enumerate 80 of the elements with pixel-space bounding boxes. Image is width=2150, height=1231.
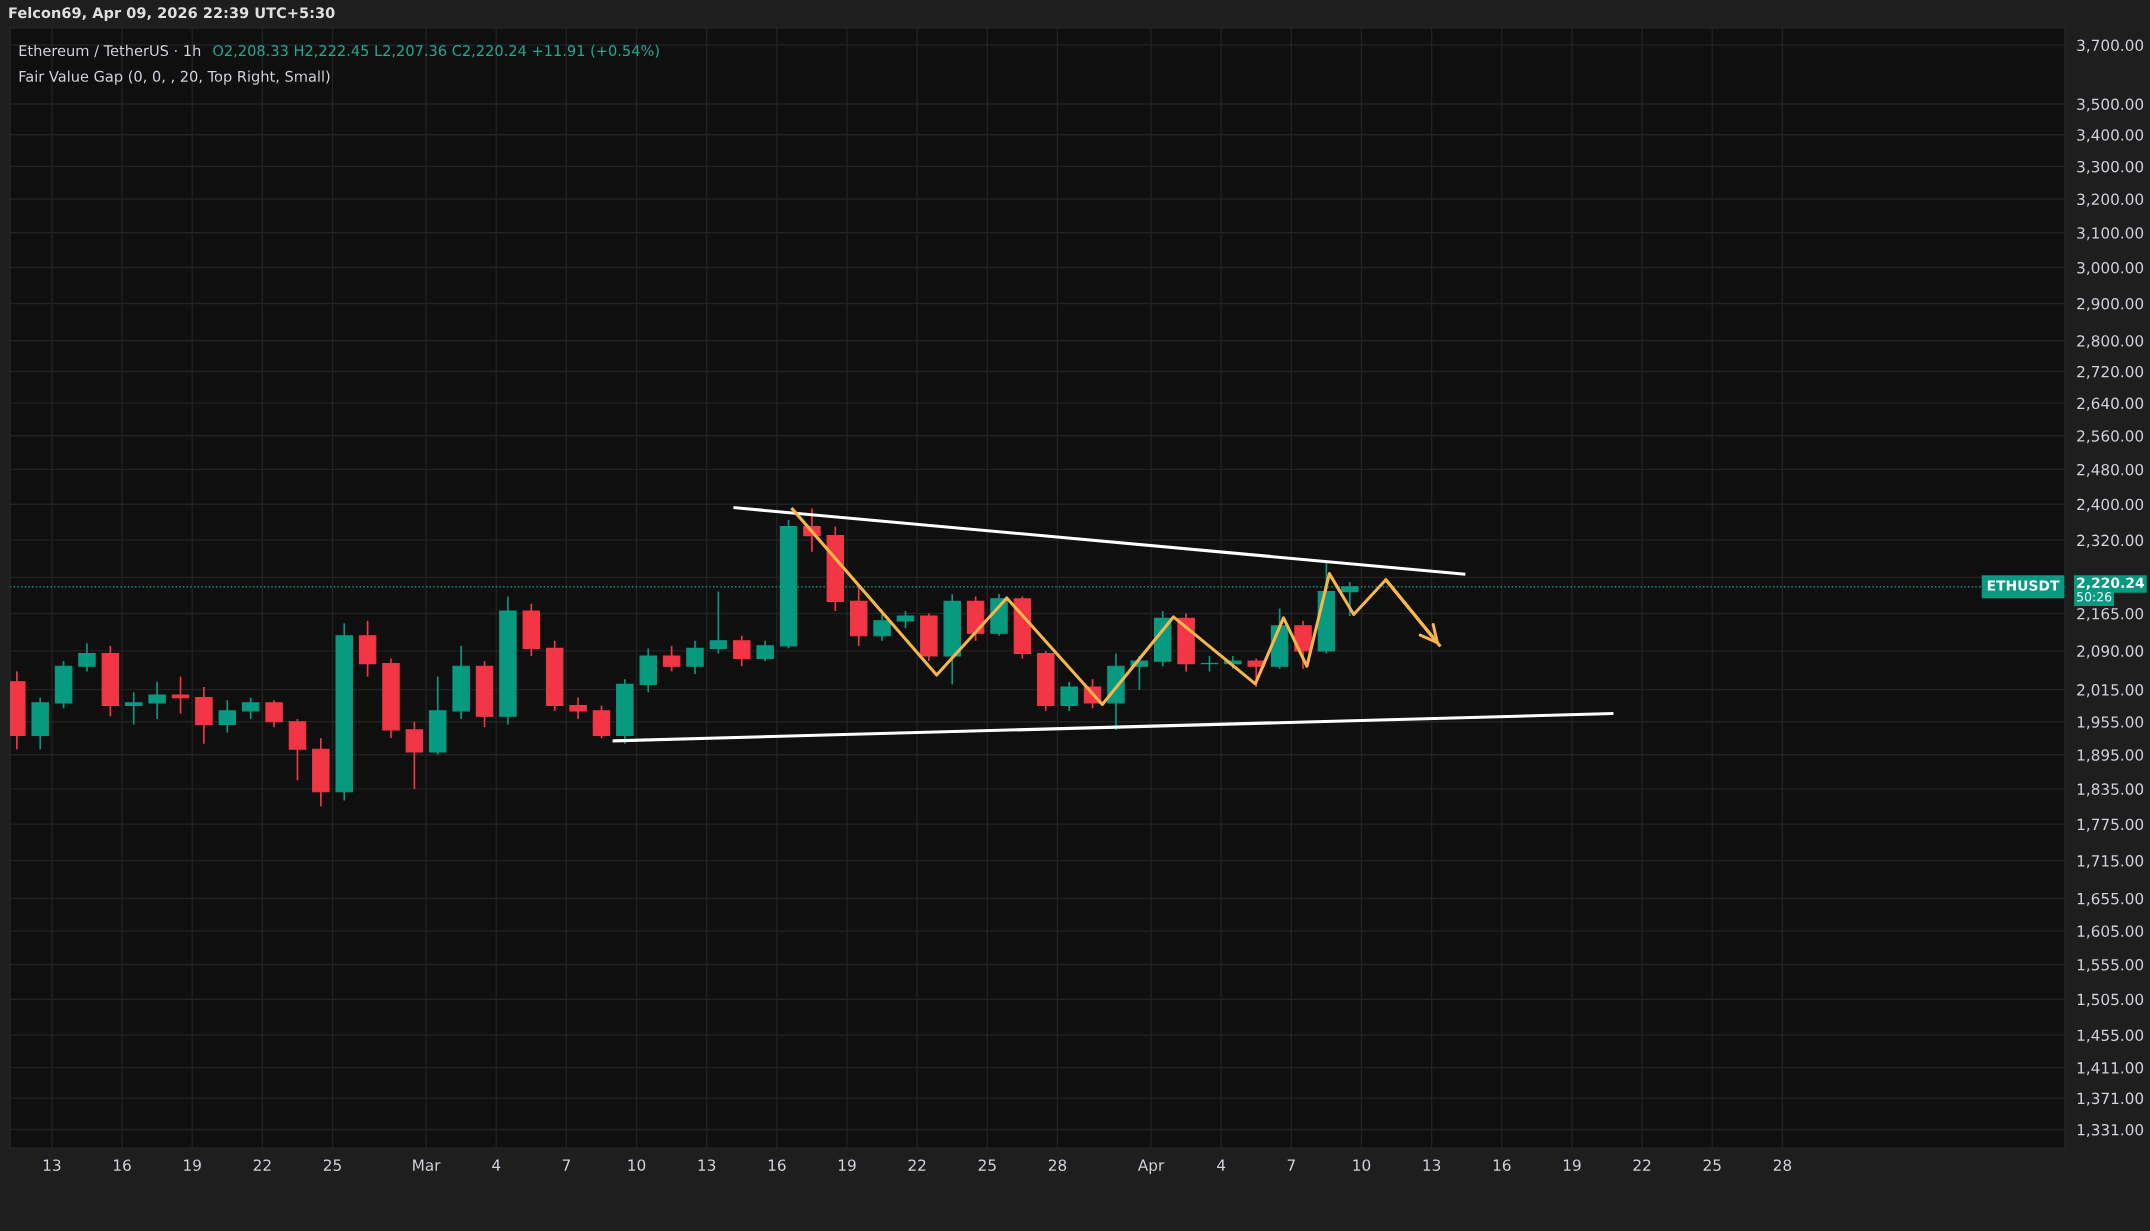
ref-line-label: ETHUSDT xyxy=(1987,580,2060,591)
y-tick-label: 3,500.00 xyxy=(2077,98,2144,112)
annotation: Fair Value Gap (0, 0, , 20, Top Right, Small) xyxy=(19,70,330,85)
y-tick-label: 1,895.00 xyxy=(2077,749,2144,763)
y-tick-label: 2,090.00 xyxy=(2077,645,2144,659)
y-tick-label: 2,015.00 xyxy=(2077,684,2144,698)
y-tick-label: 3,700.00 xyxy=(2077,39,2144,53)
y-tick-label: 2,900.00 xyxy=(2077,297,2144,312)
text: Ethereum / TetherUS · 1h xyxy=(19,44,201,58)
text: 2,220.24 xyxy=(2077,577,2145,590)
candlestick xyxy=(756,639,774,662)
text: 50:26 xyxy=(2077,592,2112,602)
x-tick-label: Mar xyxy=(413,1159,441,1171)
x-tick-label: 28 xyxy=(1048,1159,1067,1171)
x-tick-label: 13 xyxy=(43,1159,61,1171)
y-tick-label: 1,775.00 xyxy=(2077,818,2144,832)
candlestick xyxy=(686,639,704,675)
x-tick-label: 4 xyxy=(1217,1159,1226,1171)
candlestick xyxy=(1060,680,1078,712)
candlestick xyxy=(733,634,751,668)
x-tick-label: 19 xyxy=(838,1159,856,1171)
y-tick-label: 1,835.00 xyxy=(2077,783,2144,797)
x-tick-label: 25 xyxy=(1703,1159,1721,1171)
x-tick-label: 25 xyxy=(323,1159,341,1171)
x-tick-label: 22 xyxy=(1633,1159,1651,1171)
y-tick-label: 1,955.00 xyxy=(2077,716,2144,730)
y-tick-label: 2,165.00 xyxy=(2077,607,2144,622)
y-tick-label: 2,560.00 xyxy=(2077,430,2144,444)
x-tick-label: 16 xyxy=(1493,1159,1511,1171)
candlestick xyxy=(265,699,283,728)
y-tick-label: 2,320.00 xyxy=(2077,534,2144,548)
x-tick-label: 4 xyxy=(492,1159,501,1171)
x-tick-label: 10 xyxy=(628,1159,646,1171)
candlestick xyxy=(709,590,728,655)
y-tick-label: 1,655.00 xyxy=(2077,892,2144,906)
x-tick-label: 25 xyxy=(978,1159,996,1171)
candlestick xyxy=(873,612,891,642)
y-tick-label: 1,555.00 xyxy=(2077,958,2144,973)
candlestick xyxy=(569,696,587,720)
x-tick-label: 19 xyxy=(184,1159,201,1171)
candlestick xyxy=(148,680,166,720)
y-tick-label: 3,000.00 xyxy=(2077,261,2144,276)
candlestick xyxy=(405,720,424,790)
y-tick-label: 1,505.00 xyxy=(2077,993,2144,1007)
y-tick-label: 1,411.00 xyxy=(2077,1062,2144,1076)
y-tick-label: 1,455.00 xyxy=(2077,1029,2144,1043)
candlestick xyxy=(78,642,96,673)
y-tick-label: 1,605.00 xyxy=(2077,925,2144,939)
y-tick-label: 2,800.00 xyxy=(2077,335,2144,349)
y-tick-label: 2,640.00 xyxy=(2077,397,2144,411)
annotation: O2,208.33 H2,222.45 L2,207.36 C2,220.24 +11.91 (+0.54%) xyxy=(213,44,659,58)
y-tick-label: 3,300.00 xyxy=(2077,160,2144,174)
candlestick xyxy=(171,675,190,715)
candlestick xyxy=(218,699,237,734)
x-tick-label: 10 xyxy=(1353,1159,1371,1171)
x-tick-label: 22 xyxy=(253,1159,271,1171)
y-tick-label: 2,720.00 xyxy=(2077,365,2144,380)
text: Felcon69, Apr 09, 2026 22:39 UTC+5:30 xyxy=(9,6,335,22)
y-tick-label: 1,371.00 xyxy=(2077,1092,2144,1106)
x-tick-label: 13 xyxy=(1423,1159,1441,1171)
candlestick xyxy=(662,644,681,673)
candlestick xyxy=(125,691,143,726)
x-tick-label: Apr xyxy=(1137,1159,1165,1174)
x-tick-label: 19 xyxy=(1563,1159,1581,1171)
y-tick-label: 2,400.00 xyxy=(2077,498,2144,512)
x-tick-label: 7 xyxy=(1287,1159,1295,1171)
candlestick xyxy=(241,696,260,720)
y-tick-label: 1,331.00 xyxy=(2077,1123,2144,1138)
y-tick-label: 3,200.00 xyxy=(2077,193,2144,207)
x-tick-label: 28 xyxy=(1773,1159,1792,1171)
y-tick-label: 2,480.00 xyxy=(2077,463,2144,477)
x-tick-label: 16 xyxy=(114,1159,131,1171)
x-tick-label: 16 xyxy=(768,1159,786,1171)
x-tick-label: 13 xyxy=(698,1159,716,1171)
y-tick-label: 3,100.00 xyxy=(2077,227,2144,241)
y-tick-label: 3,400.00 xyxy=(2077,129,2144,143)
x-tick-label: 22 xyxy=(908,1159,926,1171)
line-series xyxy=(790,507,1441,707)
x-tick-label: 7 xyxy=(562,1159,570,1171)
y-tick-label: 1,715.00 xyxy=(2077,855,2144,869)
